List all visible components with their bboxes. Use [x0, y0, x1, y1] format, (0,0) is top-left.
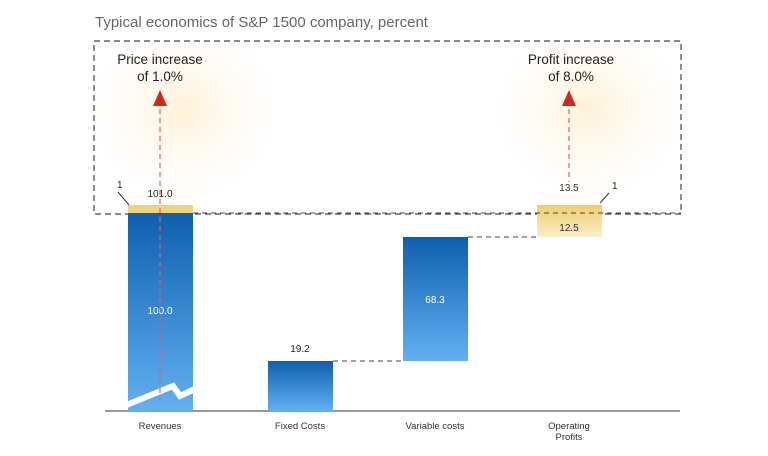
bar-fixed-costs: [268, 361, 333, 411]
glow-right: [500, 42, 680, 212]
total-label: 13.5: [559, 183, 579, 194]
category-label: Variable costs: [406, 421, 465, 432]
increment-label: 1: [117, 180, 123, 191]
annotation-text: of 8.0%: [548, 69, 594, 84]
category-label: Revenues: [139, 421, 182, 432]
callout-line: [599, 192, 610, 204]
bar-variable-costs: [403, 237, 468, 361]
value-label: 19.2: [290, 344, 310, 355]
chart-title: Typical economics of S&P 1500 company, p…: [95, 14, 429, 31]
annotation-text: of 1.0%: [137, 69, 183, 84]
arrow-up-icon: [562, 90, 576, 106]
callout-line: [117, 191, 130, 206]
value-label: 68.3: [425, 295, 445, 306]
annotation-text: Profit increase: [528, 52, 614, 67]
annotation-box: [93, 40, 682, 215]
glow-left: [94, 42, 274, 212]
value-label: 12.5: [559, 223, 579, 234]
category-label: Operating: [548, 421, 590, 432]
category-label: Profits: [556, 432, 583, 443]
annotation-text: Price increase: [117, 52, 203, 67]
axis-break: [122, 382, 199, 409]
bar-operating-profits: [537, 205, 602, 237]
increment-label: 1: [612, 181, 618, 192]
arrow-up-icon: [153, 90, 167, 106]
category-label: Fixed Costs: [275, 421, 325, 432]
